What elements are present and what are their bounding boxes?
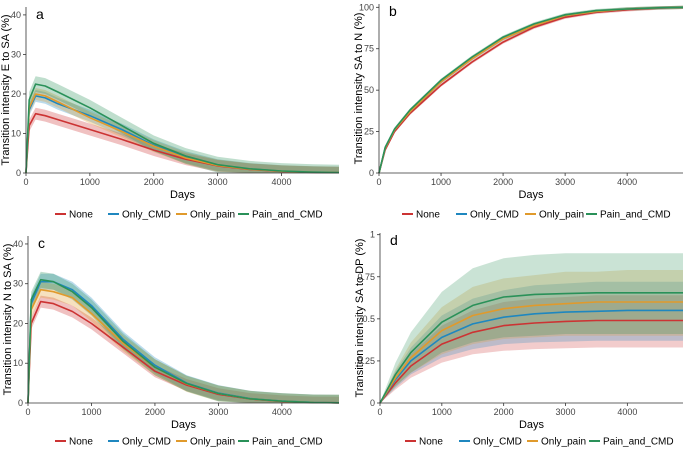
panel-d: 0 1000 2000 3000 4000 0 0.25 0.5 0.75 1 d Days Trans… bbox=[354, 230, 683, 448]
x-tick-label: 1000 bbox=[80, 177, 100, 187]
y-tick-label: 0 bbox=[370, 398, 375, 408]
series-line-Pain_and_CMD bbox=[25, 83, 340, 174]
legend: None Only_CMD Only_pain Pain_and_CMD bbox=[405, 437, 674, 448]
x-tick-label: 1000 bbox=[81, 407, 101, 417]
legend-label-Pain_and_CMD: Pain_and_CMD bbox=[252, 437, 323, 448]
x-tick-label: 0 bbox=[377, 407, 382, 417]
panel-letter: a bbox=[36, 6, 44, 22]
y-axis-title: Transition intensity SA to N (%) bbox=[353, 13, 365, 165]
x-tick-label: 3000 bbox=[555, 407, 575, 417]
panel-a: 0 1000 2000 3000 4000 0 10 20 30 40 a Days Transitio… bbox=[0, 6, 340, 221]
x-tick-label: 2000 bbox=[145, 407, 165, 417]
y-tick-label: 10 bbox=[13, 358, 23, 368]
x-tick-label: 2000 bbox=[144, 177, 164, 187]
y-tick-label: 40 bbox=[13, 239, 23, 249]
confidence-band-Pain_and_CMD bbox=[380, 253, 683, 403]
series-line-Pain_and_CMD bbox=[27, 278, 340, 404]
series-line-None bbox=[379, 319, 683, 404]
legend-label-Pain_and_CMD: Pain_and_CMD bbox=[600, 210, 671, 221]
panel-letter: d bbox=[390, 232, 398, 248]
legend-label-Only_pain: Only_pain bbox=[541, 437, 586, 448]
x-tick-label: 3000 bbox=[208, 177, 228, 187]
x-tick-label: 4000 bbox=[272, 407, 292, 417]
x-tick-label: 3000 bbox=[555, 177, 575, 187]
x-axis-title: Days bbox=[519, 419, 545, 431]
series-line-Pain_and_CMD bbox=[378, 6, 684, 174]
y-tick-label: 20 bbox=[11, 89, 21, 99]
legend-label-Pain_and_CMD: Pain_and_CMD bbox=[252, 210, 323, 221]
legend-label-Only_pain: Only_pain bbox=[190, 437, 235, 448]
series-line-Pain_and_CMD bbox=[379, 292, 683, 404]
y-tick-label: 0.25 bbox=[357, 356, 375, 366]
legend-label-Only_CMD: Only_CMD bbox=[473, 437, 522, 448]
y-tick-label: 0 bbox=[369, 168, 374, 178]
confidence-band-Only_CMD bbox=[28, 273, 339, 403]
x-tick-label: 2000 bbox=[494, 407, 514, 417]
y-tick-label: 25 bbox=[364, 127, 374, 137]
legend-label-Pain_and_CMD: Pain_and_CMD bbox=[603, 437, 674, 448]
confidence-band-Pain_and_CMD bbox=[379, 5, 683, 174]
panel-b: 0 1000 2000 3000 4000 0 25 50 75 100 b Days Transiti… bbox=[353, 2, 684, 221]
legend-label-Only_pain: Only_pain bbox=[190, 210, 235, 221]
x-tick-label: 3000 bbox=[208, 407, 228, 417]
x-tick-label: 4000 bbox=[617, 177, 637, 187]
y-tick-label: 0.5 bbox=[362, 314, 375, 324]
x-tick-label: 4000 bbox=[617, 407, 637, 417]
series-line-None bbox=[378, 6, 684, 174]
panel-letter: b bbox=[389, 3, 397, 19]
confidence-band-Only_pain bbox=[379, 5, 683, 174]
y-tick-label: 75 bbox=[364, 44, 374, 54]
x-tick-label: 0 bbox=[23, 177, 28, 187]
y-tick-label: 0 bbox=[18, 398, 23, 408]
y-tick-label: 50 bbox=[364, 85, 374, 95]
confidence-band-None bbox=[380, 295, 683, 403]
legend: None Only_CMD Only_pain Pain_and_CMD bbox=[55, 210, 323, 221]
legend-label-Only_CMD: Only_CMD bbox=[470, 210, 519, 221]
confidence-band-Only_CMD bbox=[379, 5, 683, 174]
y-tick-label: 30 bbox=[11, 49, 21, 59]
y-tick-label: 10 bbox=[11, 128, 21, 138]
x-tick-label: 1000 bbox=[431, 177, 451, 187]
legend-label-None: None bbox=[416, 210, 440, 221]
y-tick-label: 0 bbox=[16, 168, 21, 178]
x-axis-title: Days bbox=[518, 189, 544, 201]
legend: None Only_CMD Only_pain Pain_and_CMD bbox=[402, 210, 671, 221]
confidence-band-Pain_and_CMD bbox=[26, 76, 339, 173]
panel-c: 0 1000 2000 3000 4000 0 10 20 30 40 c Days Transitio… bbox=[2, 235, 340, 448]
series-line-Only_CMD bbox=[379, 309, 683, 404]
legend-label-Only_CMD: Only_CMD bbox=[122, 210, 171, 221]
legend-label-None: None bbox=[69, 210, 93, 221]
x-tick-label: 0 bbox=[376, 177, 381, 187]
y-axis-title: Transition intensity E to SA (%) bbox=[0, 14, 12, 165]
x-tick-label: 0 bbox=[25, 407, 30, 417]
legend-label-None: None bbox=[419, 437, 443, 448]
legend-label-Only_CMD: Only_CMD bbox=[122, 437, 171, 448]
y-tick-label: 0.75 bbox=[357, 272, 375, 282]
panel-letter: c bbox=[38, 235, 45, 251]
y-tick-label: 20 bbox=[13, 318, 23, 328]
y-tick-label: 100 bbox=[359, 2, 374, 12]
y-tick-label: 40 bbox=[11, 10, 21, 20]
confidence-band-None bbox=[26, 107, 339, 173]
x-tick-label: 1000 bbox=[432, 407, 452, 417]
legend-label-Only_pain: Only_pain bbox=[539, 210, 584, 221]
legend: None Only_CMD Only_pain Pain_and_CMD bbox=[55, 437, 323, 448]
y-tick-label: 1 bbox=[370, 230, 375, 240]
x-tick-label: 2000 bbox=[493, 177, 513, 187]
series-line-Only_pain bbox=[378, 6, 684, 174]
x-axis-title: Days bbox=[170, 189, 196, 201]
legend-label-None: None bbox=[69, 437, 93, 448]
x-tick-label: 4000 bbox=[271, 177, 291, 187]
y-axis-title: Transition intensity SA to DP (%) bbox=[354, 239, 366, 398]
confidence-band-None bbox=[379, 5, 683, 174]
series-line-Only_CMD bbox=[378, 6, 684, 174]
y-axis-title: Transition intensity N to SA (%) bbox=[2, 244, 14, 396]
confidence-band-Only_pain bbox=[380, 270, 683, 403]
x-axis-title: Days bbox=[171, 419, 197, 431]
y-tick-label: 30 bbox=[13, 279, 23, 289]
series-line-Only_pain bbox=[379, 301, 683, 404]
confidence-band-Only_CMD bbox=[380, 281, 683, 403]
